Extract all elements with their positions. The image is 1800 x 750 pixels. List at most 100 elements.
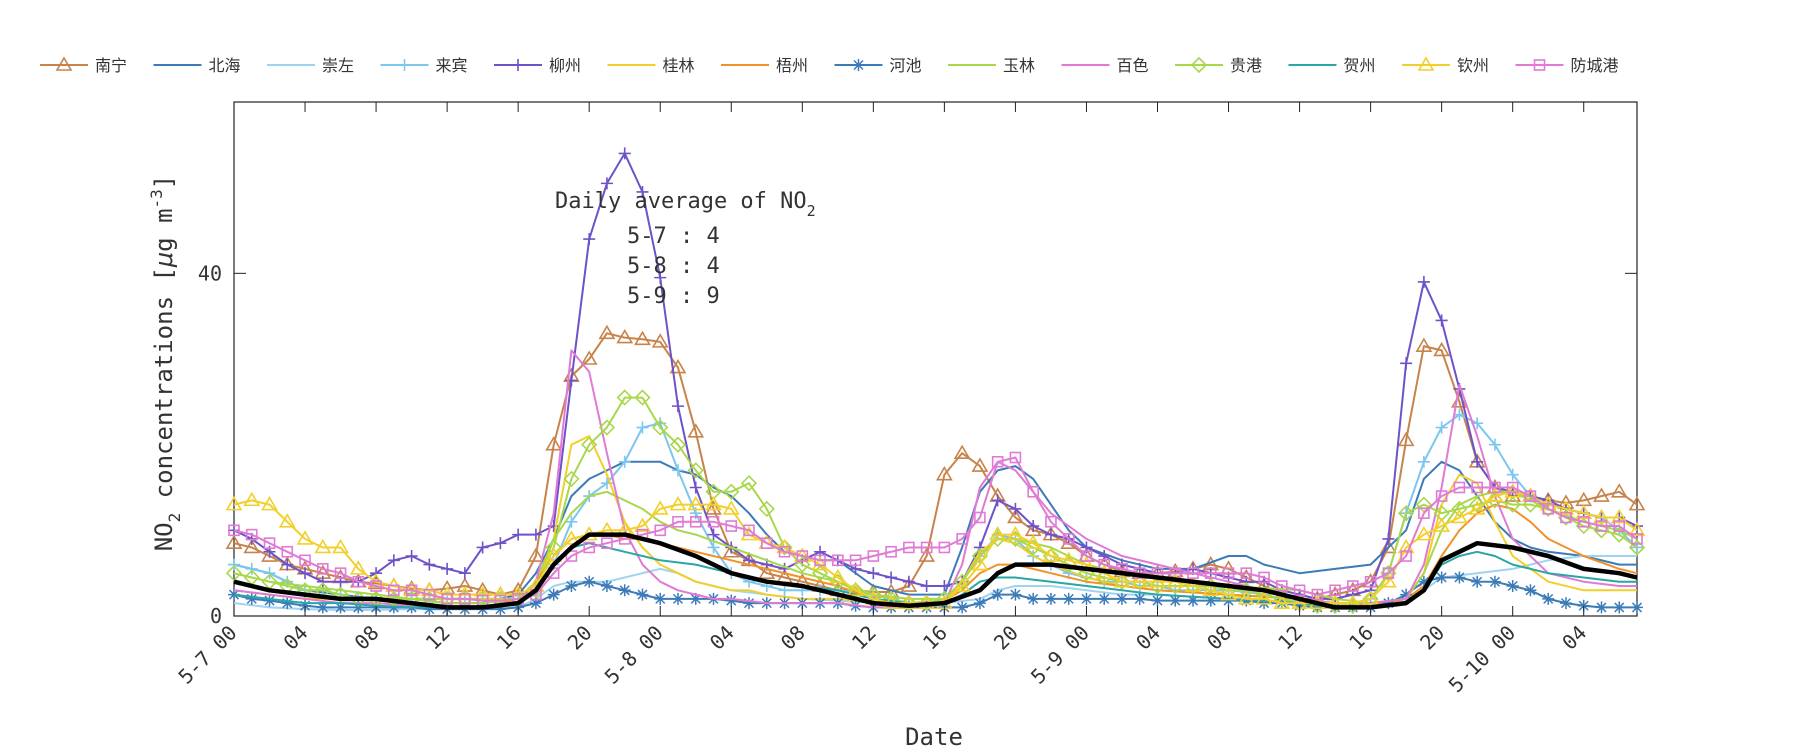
legend-entry: 防城港 [1515,56,1619,75]
annotation-title-main: Daily average of NO [555,189,807,214]
data-point [1577,515,1590,528]
x-tick-label: 12 [421,621,455,655]
x-tick-label: 08 [776,621,810,655]
series-line [233,332,1638,600]
data-point [494,603,507,616]
data-point [1595,601,1608,614]
x-tick-label: 04 [1131,621,1165,655]
data-point [1098,592,1111,605]
data-point [1237,590,1255,605]
data-point [1397,431,1415,447]
data-point [281,558,294,571]
data-point [814,554,826,567]
x-tick-label: 16 [492,621,526,655]
data-point [243,538,261,554]
data-point [1504,496,1521,513]
data-point [529,528,542,541]
annotation-line-5-7: 5-7 : 4 [627,224,720,249]
data-point [1062,533,1075,545]
data-point [867,567,880,580]
data-point [1435,571,1448,584]
legend-label: 来宾 [436,56,468,75]
data-point [545,547,563,562]
data-point [1347,580,1359,592]
data-point [1471,455,1484,468]
data-point [743,597,756,610]
data-point [971,457,989,472]
legend-entry: 北海 [153,56,241,75]
legend-entry: 贵港 [1175,56,1262,75]
data-point [1435,490,1448,502]
data-point [687,423,705,438]
x-tick-label: 20 [1415,621,1449,655]
data-point [1595,520,1608,532]
data-point [1542,503,1555,515]
legend-entry: 来宾 [380,56,468,75]
data-point [776,539,793,556]
data-point [794,556,811,573]
data-point [1560,511,1572,524]
data-point [707,541,720,554]
data-point [423,588,436,601]
legend-marker [1533,59,1546,71]
data-point [1293,599,1306,612]
data-point [299,554,311,567]
data-point [405,550,418,563]
data-point [1027,485,1039,498]
data-point [278,513,296,528]
data-point [618,455,631,468]
y-axis-label-species: NO [150,522,178,551]
annotation-line-5-8: 5-8 : 4 [627,254,720,279]
data-point [316,563,329,575]
data-point [1433,517,1451,532]
data-point [1453,481,1466,494]
data-point [1204,594,1217,607]
data-point [545,539,562,556]
data-point [796,550,809,562]
data-point [349,560,367,575]
legend-marker [55,56,73,71]
data-point [867,550,880,562]
data-point [1133,592,1146,605]
data-point [1506,580,1519,593]
data-point [545,436,563,451]
legend-label: 崇左 [322,56,354,75]
data-point [1522,496,1539,513]
data-point [1240,567,1253,579]
data-point [1433,341,1451,357]
data-point [832,554,844,567]
data-point [654,524,667,537]
x-tick-label: 08 [350,621,384,655]
legend-label: 玉林 [1003,56,1035,75]
data-point [811,565,829,582]
legend-entry: 梧州 [721,56,808,75]
data-point [245,562,258,575]
data-point [669,496,687,511]
data-point [938,580,951,593]
data-point [1593,487,1610,502]
data-point [1329,584,1341,597]
data-point [1045,515,1057,528]
data-point [1628,521,1646,537]
data-point [225,565,243,582]
data-point [705,500,722,515]
data-point [900,595,917,612]
data-point [651,333,669,348]
x-tick-label: 12 [1273,621,1307,655]
data-point [458,567,471,580]
data-point [920,580,933,593]
data-point [403,590,420,607]
data-point [296,582,314,599]
data-point [334,567,347,579]
annotation-title-subscript: 2 [807,202,816,220]
data-point [1504,483,1522,498]
legend-marker [852,59,865,71]
data-point [956,533,968,545]
data-point [441,562,454,575]
data-point [1379,573,1397,588]
data-point [598,324,616,340]
data-point [1397,505,1415,522]
data-point [583,233,596,246]
data-point [423,558,436,571]
data-point [1222,567,1235,579]
